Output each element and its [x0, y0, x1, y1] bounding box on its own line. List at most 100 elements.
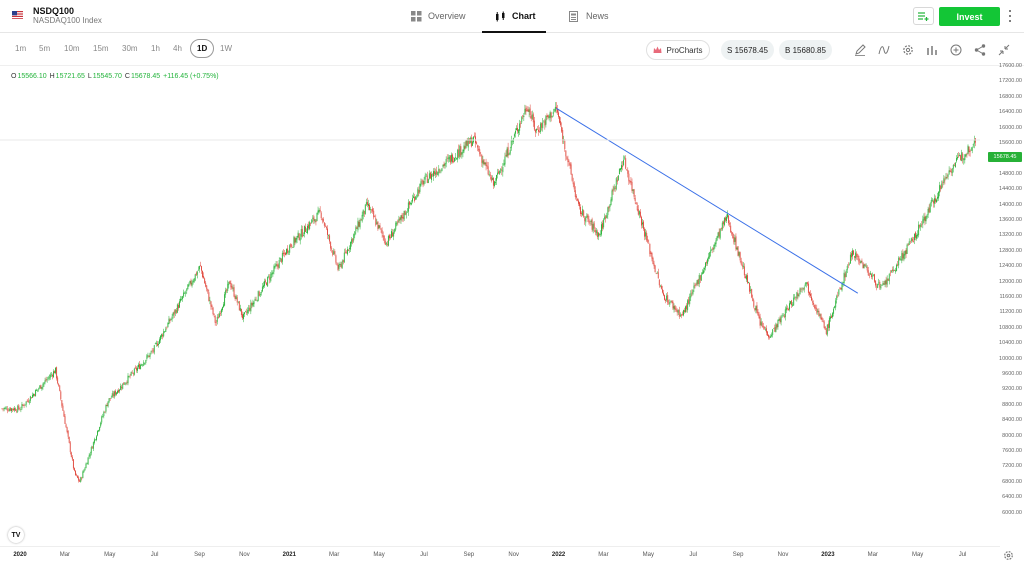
candle-body — [444, 163, 446, 166]
axis-settings-icon[interactable] — [1003, 550, 1014, 561]
candle-body — [730, 225, 732, 233]
candle-body — [691, 292, 693, 294]
candle-body — [186, 288, 188, 292]
candle-body — [11, 408, 12, 411]
candle-body — [490, 176, 492, 181]
time-tick: Nov — [777, 552, 789, 558]
candle-body — [427, 179, 429, 184]
timeframe-4h[interactable]: 4h — [173, 44, 182, 53]
candle-body — [625, 158, 627, 169]
candle-body — [927, 208, 929, 215]
candle-body — [3, 408, 5, 410]
candle-body — [735, 236, 737, 250]
candle-body — [195, 272, 197, 276]
candle-body — [159, 339, 160, 344]
candle-body — [217, 316, 219, 319]
candle-body — [761, 322, 763, 327]
candle-body — [311, 220, 313, 224]
time-tick: Mar — [59, 552, 71, 558]
chart-type-icon[interactable] — [925, 43, 939, 57]
timeframe-1h[interactable]: 1h — [151, 44, 160, 53]
time-axis[interactable]: 2020 Mar May Jul Sep Nov 2021 Mar May Jul Sep Nov 20… — [0, 546, 1000, 563]
instrument-name: NASDAQ100 Index — [33, 16, 102, 25]
candle-body — [596, 231, 598, 238]
timeframe-30m[interactable]: 30m — [122, 44, 138, 53]
indicators-icon[interactable] — [877, 43, 891, 57]
candle-body — [568, 161, 570, 162]
candle-body — [181, 299, 182, 300]
candle-body — [149, 353, 151, 357]
candle-body — [519, 123, 521, 131]
timeframe-5m[interactable]: 5m — [39, 44, 51, 53]
candle-body — [91, 447, 93, 449]
ohlc-change: +116.45 (+0.75%) — [163, 73, 219, 80]
timeframe-10m[interactable]: 10m — [64, 44, 80, 53]
candle-body — [468, 138, 470, 144]
share-icon[interactable] — [973, 43, 987, 57]
price-chart[interactable] — [0, 66, 980, 546]
tab-news[interactable]: News — [569, 6, 609, 26]
candle-body — [208, 292, 210, 302]
candle-body — [507, 147, 509, 156]
candle-body — [347, 249, 348, 255]
candle-body — [155, 342, 157, 344]
tab-overview[interactable]: Overview — [411, 6, 466, 26]
candle-body — [222, 307, 223, 311]
candle-body — [288, 251, 290, 253]
candle-body — [908, 241, 910, 245]
candle-body — [253, 301, 255, 305]
buy-price-button[interactable]: B 15680.85 — [779, 40, 832, 60]
add-to-watchlist-button[interactable] — [913, 7, 934, 25]
timeframe-15m[interactable]: 15m — [93, 44, 109, 53]
candle-body — [819, 314, 821, 316]
candle-body — [768, 334, 769, 338]
candle-body — [97, 430, 98, 436]
candle-body — [900, 259, 902, 261]
tab-chart-underline — [482, 31, 546, 33]
settings-icon[interactable] — [901, 43, 915, 57]
tab-chart[interactable]: Chart — [495, 6, 536, 26]
candle-body — [593, 223, 595, 229]
pencil-icon[interactable] — [853, 43, 867, 57]
candle-body — [555, 106, 557, 109]
candle-body — [953, 165, 955, 166]
time-tick: Mar — [598, 552, 609, 558]
candle-body — [190, 280, 192, 285]
timeframe-1d[interactable]: 1D — [190, 39, 215, 58]
candle-body — [139, 364, 140, 369]
candle-body — [110, 397, 112, 399]
candle-body — [701, 272, 703, 275]
candle-body — [248, 307, 250, 312]
collapse-icon[interactable] — [997, 43, 1011, 57]
price-tick: 16400.00 — [999, 109, 1022, 116]
price-tick: 17200.00 — [999, 78, 1022, 85]
more-menu-icon[interactable] — [1007, 8, 1013, 24]
timeframe-1m[interactable]: 1m — [15, 44, 27, 53]
candle-body — [302, 235, 304, 236]
price-axis[interactable]: 17600.00 17200.00 16800.00 16400.00 16000.00… — [980, 63, 1024, 545]
candle-body — [286, 248, 287, 255]
candle-body — [524, 108, 526, 114]
sell-price-button[interactable]: S 15678.45 — [721, 40, 774, 60]
candle-body — [12, 408, 13, 410]
candle-body — [230, 283, 232, 288]
candle-body — [970, 150, 972, 151]
candle-body — [99, 426, 101, 431]
procharts-button[interactable]: ProCharts — [646, 40, 710, 60]
candle-body — [645, 232, 647, 237]
candle-body — [765, 328, 767, 333]
timeframe-1w[interactable]: 1W — [220, 44, 232, 53]
candle-body — [344, 251, 346, 253]
candle-body — [177, 304, 179, 309]
candle-body — [360, 219, 362, 221]
invest-button[interactable]: Invest — [939, 7, 1000, 26]
candle-body — [707, 259, 709, 264]
trendline[interactable] — [556, 107, 859, 294]
candle-body — [740, 260, 742, 265]
candle-body — [916, 235, 917, 239]
candle-body — [592, 224, 594, 231]
add-icon[interactable] — [949, 43, 963, 57]
tradingview-logo[interactable]: TV — [8, 527, 24, 543]
candle-body — [911, 238, 913, 241]
candle-body — [610, 199, 612, 206]
